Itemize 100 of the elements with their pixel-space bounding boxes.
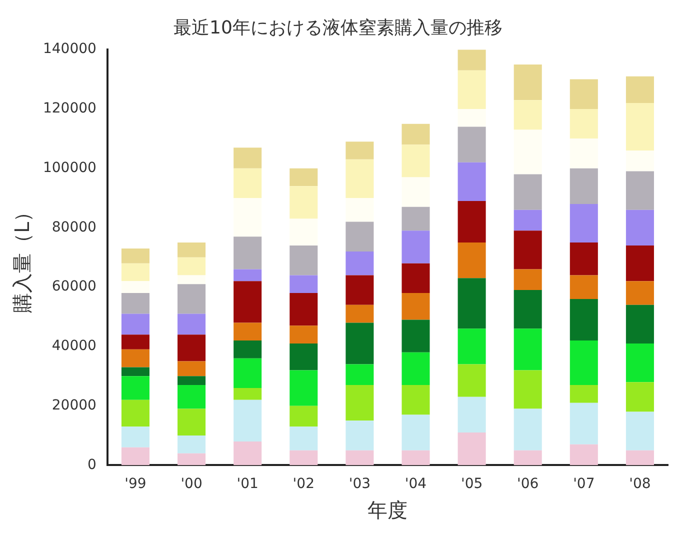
bar bbox=[570, 275, 598, 299]
bar bbox=[570, 402, 598, 444]
bar bbox=[514, 174, 542, 210]
bar bbox=[458, 126, 486, 162]
bar bbox=[178, 376, 206, 386]
bar bbox=[346, 304, 374, 323]
bar bbox=[514, 370, 542, 409]
bar bbox=[234, 400, 262, 442]
bar bbox=[178, 453, 206, 466]
bar bbox=[178, 334, 206, 362]
bar bbox=[402, 230, 430, 264]
bar bbox=[458, 242, 486, 278]
bar bbox=[402, 263, 430, 294]
bar bbox=[570, 444, 598, 466]
bar bbox=[570, 108, 598, 139]
bar bbox=[458, 50, 486, 70]
y-tick-label: 80000 bbox=[52, 219, 96, 236]
bar bbox=[290, 246, 318, 276]
x-tick-label: '00 bbox=[180, 476, 202, 492]
bar bbox=[178, 408, 206, 436]
bar bbox=[178, 361, 206, 376]
bar bbox=[514, 230, 542, 270]
bar bbox=[346, 275, 374, 305]
bar bbox=[626, 450, 654, 466]
bar bbox=[626, 382, 654, 412]
x-tick-label: '05 bbox=[460, 476, 483, 492]
bar bbox=[290, 218, 318, 246]
y-tick-label: 140000 bbox=[42, 41, 96, 58]
bar bbox=[346, 364, 374, 386]
bar bbox=[458, 364, 486, 397]
bar bbox=[234, 198, 262, 237]
bar bbox=[234, 322, 262, 341]
bar bbox=[346, 222, 374, 252]
bar bbox=[346, 420, 374, 450]
bar bbox=[514, 269, 542, 290]
bar bbox=[121, 426, 150, 448]
bar bbox=[402, 385, 430, 415]
bar bbox=[121, 263, 150, 282]
x-tick-label: '06 bbox=[517, 476, 539, 492]
bar bbox=[290, 343, 318, 370]
y-tick-label: 20000 bbox=[52, 397, 96, 414]
bar bbox=[514, 450, 542, 466]
bar bbox=[402, 450, 430, 466]
bar bbox=[626, 171, 654, 210]
bar bbox=[514, 408, 542, 450]
bar bbox=[346, 142, 374, 160]
bar bbox=[346, 322, 374, 364]
bar bbox=[458, 108, 486, 127]
bar bbox=[234, 168, 262, 198]
bar bbox=[178, 275, 206, 284]
bar bbox=[458, 432, 486, 466]
bar bbox=[626, 281, 654, 305]
bar bbox=[626, 150, 654, 172]
y-axis-title: 購入量（L） bbox=[10, 202, 34, 313]
bar bbox=[402, 352, 430, 386]
bar bbox=[290, 275, 318, 294]
bar bbox=[626, 412, 654, 450]
x-axis-title: 年度 bbox=[368, 498, 408, 522]
bar bbox=[514, 130, 542, 174]
bar bbox=[121, 293, 150, 314]
bar bbox=[402, 293, 430, 320]
bar bbox=[514, 64, 542, 100]
bar bbox=[234, 236, 262, 270]
bar bbox=[402, 177, 430, 207]
bar bbox=[626, 210, 654, 246]
bar bbox=[178, 257, 206, 276]
bar bbox=[290, 326, 318, 344]
y-tick-label: 0 bbox=[88, 456, 96, 473]
y-tick-label: 60000 bbox=[52, 278, 96, 295]
bar bbox=[458, 200, 486, 243]
bar bbox=[514, 210, 542, 231]
bar bbox=[346, 251, 374, 276]
x-tick-label: '01 bbox=[236, 476, 258, 492]
y-tick-label: 40000 bbox=[52, 338, 96, 354]
bar bbox=[570, 204, 598, 243]
bar bbox=[121, 376, 150, 400]
bar bbox=[121, 314, 150, 335]
bar bbox=[402, 144, 430, 178]
bar bbox=[121, 367, 150, 376]
y-tick-label: 100000 bbox=[42, 160, 96, 176]
bar bbox=[290, 370, 318, 406]
bar bbox=[234, 358, 262, 388]
bar bbox=[290, 186, 318, 219]
bar bbox=[234, 441, 262, 466]
bar bbox=[121, 334, 150, 350]
bar bbox=[626, 304, 654, 344]
bar bbox=[290, 450, 318, 466]
bar bbox=[570, 340, 598, 386]
bar bbox=[234, 388, 262, 400]
x-tick-label: '08 bbox=[629, 476, 651, 492]
bar bbox=[626, 103, 654, 151]
bar bbox=[626, 246, 654, 282]
bar bbox=[121, 349, 150, 368]
chart-title: 最近10年における液体窒素購入量の推移 bbox=[174, 17, 502, 38]
x-tick-label: '03 bbox=[348, 476, 371, 492]
x-tick-label: '02 bbox=[292, 476, 314, 492]
bar bbox=[626, 343, 654, 382]
bar bbox=[570, 298, 598, 341]
bar bbox=[626, 76, 654, 104]
y-tick-label: 120000 bbox=[42, 100, 96, 117]
